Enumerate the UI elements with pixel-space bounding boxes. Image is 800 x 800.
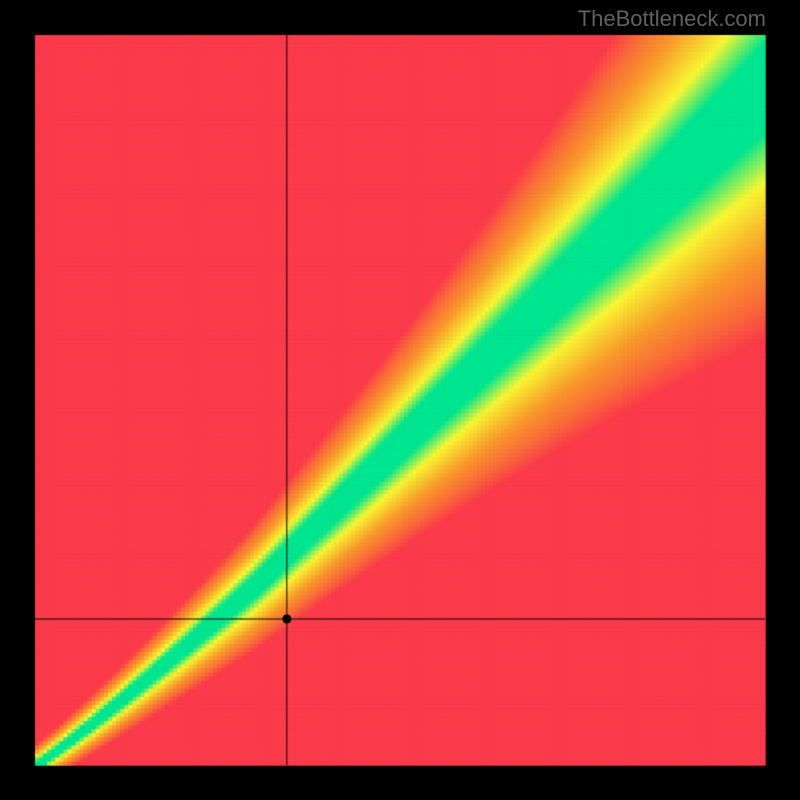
watermark-text: TheBottleneck.com [578, 6, 766, 32]
chart-container: TheBottleneck.com [0, 0, 800, 800]
heatmap-canvas [0, 0, 800, 800]
